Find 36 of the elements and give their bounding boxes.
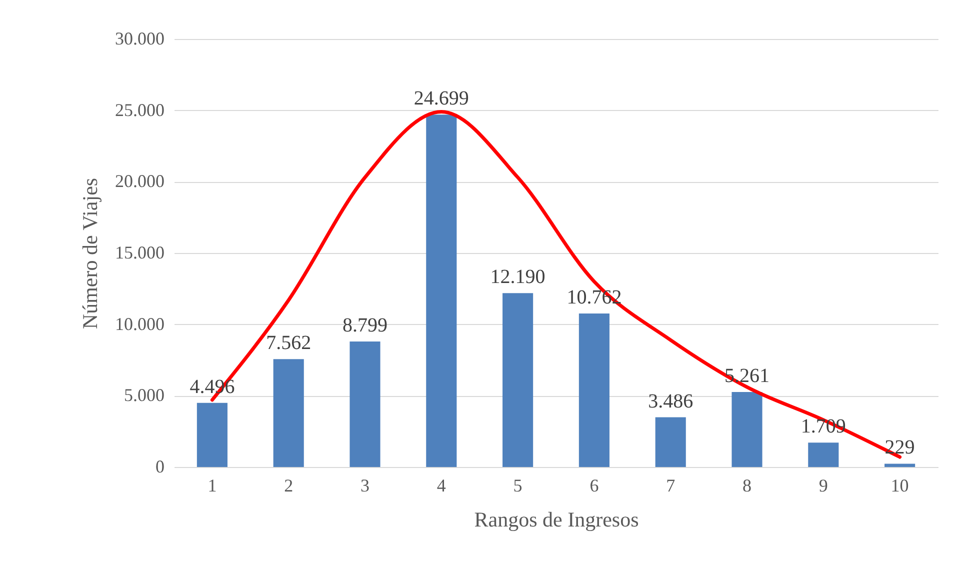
x-tick-label: 3: [360, 476, 370, 496]
x-tick-label: 10: [890, 476, 909, 496]
x-tick-label: 6: [590, 476, 599, 496]
y-tick-label: 0: [156, 456, 164, 476]
x-tick-label: 4: [436, 476, 446, 496]
bar: [426, 114, 457, 467]
x-tick-label: 7: [666, 476, 676, 496]
y-tick-label: 25.000: [115, 100, 164, 120]
x-tick-label: 2: [284, 476, 294, 496]
data-label: 12.190: [490, 266, 546, 288]
data-label: 8.799: [342, 314, 388, 336]
data-label: 5.261: [724, 364, 770, 387]
bar: [578, 313, 610, 467]
data-label: 7.562: [266, 332, 312, 354]
y-tick-label: 15.000: [115, 242, 164, 262]
x-tick-label: 1: [208, 476, 217, 496]
x-tick-label: 8: [742, 476, 752, 496]
data-label: 229: [884, 436, 915, 459]
bar: [655, 417, 686, 467]
y-axis-title: Número de Viajes: [78, 178, 102, 330]
y-tick-label: 5.000: [124, 385, 164, 406]
bar: [196, 402, 228, 467]
bar: [884, 464, 916, 467]
y-tick-label: 20.000: [115, 171, 164, 192]
x-tick-label: 9: [818, 476, 828, 496]
data-label: 24.699: [414, 88, 469, 110]
bar: [732, 392, 762, 467]
x-axis-title: Rangos de Ingresos: [474, 508, 639, 532]
y-tick-label: 10.000: [115, 314, 164, 334]
x-tick-label: 5: [513, 476, 522, 496]
y-tick-label: 30.000: [115, 28, 164, 48]
bar: [502, 293, 534, 467]
data-label: 3.486: [648, 390, 694, 412]
bar: [350, 341, 380, 467]
bar: [808, 442, 839, 467]
bar: [273, 359, 304, 467]
